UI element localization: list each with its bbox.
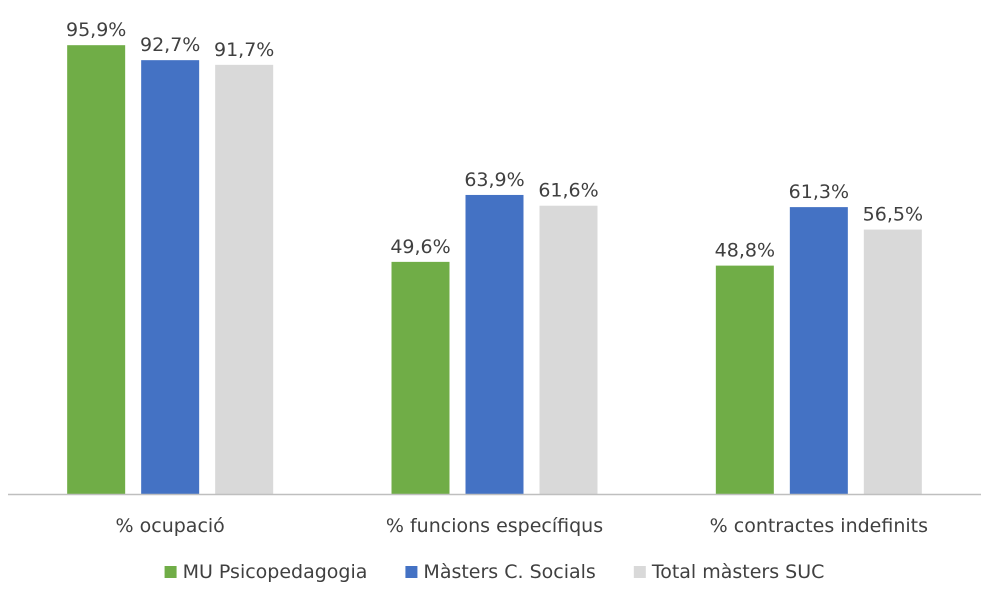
bar <box>539 205 598 494</box>
legend-label: Màsters C. Socials <box>423 561 595 583</box>
data-label: 91,7% <box>214 39 274 61</box>
bar <box>67 45 126 495</box>
bar <box>215 64 274 495</box>
bar <box>715 265 774 494</box>
legend-label: Total màsters SUC <box>651 561 825 583</box>
data-label: 92,7% <box>140 34 200 56</box>
legend-swatch <box>633 566 646 578</box>
bar <box>391 261 450 494</box>
data-label: 95,9% <box>66 19 126 41</box>
category-label: % funcions específiqus <box>386 515 603 537</box>
category-label: % contractes indefinits <box>710 515 928 537</box>
legend-swatch <box>405 566 418 578</box>
data-label: 48,8% <box>715 240 775 262</box>
bar <box>141 60 200 494</box>
legend-swatch <box>164 566 177 578</box>
bar <box>789 207 848 494</box>
bar <box>863 229 922 494</box>
data-label: 61,3% <box>789 181 849 203</box>
data-label: 49,6% <box>390 236 450 258</box>
legend-label: MU Psicopedagogia <box>183 561 368 583</box>
data-label: 63,9% <box>464 169 524 191</box>
category-label: % ocupació <box>116 515 225 537</box>
data-label: 56,5% <box>863 204 923 226</box>
bar <box>465 194 524 494</box>
data-label: 61,6% <box>538 180 598 202</box>
